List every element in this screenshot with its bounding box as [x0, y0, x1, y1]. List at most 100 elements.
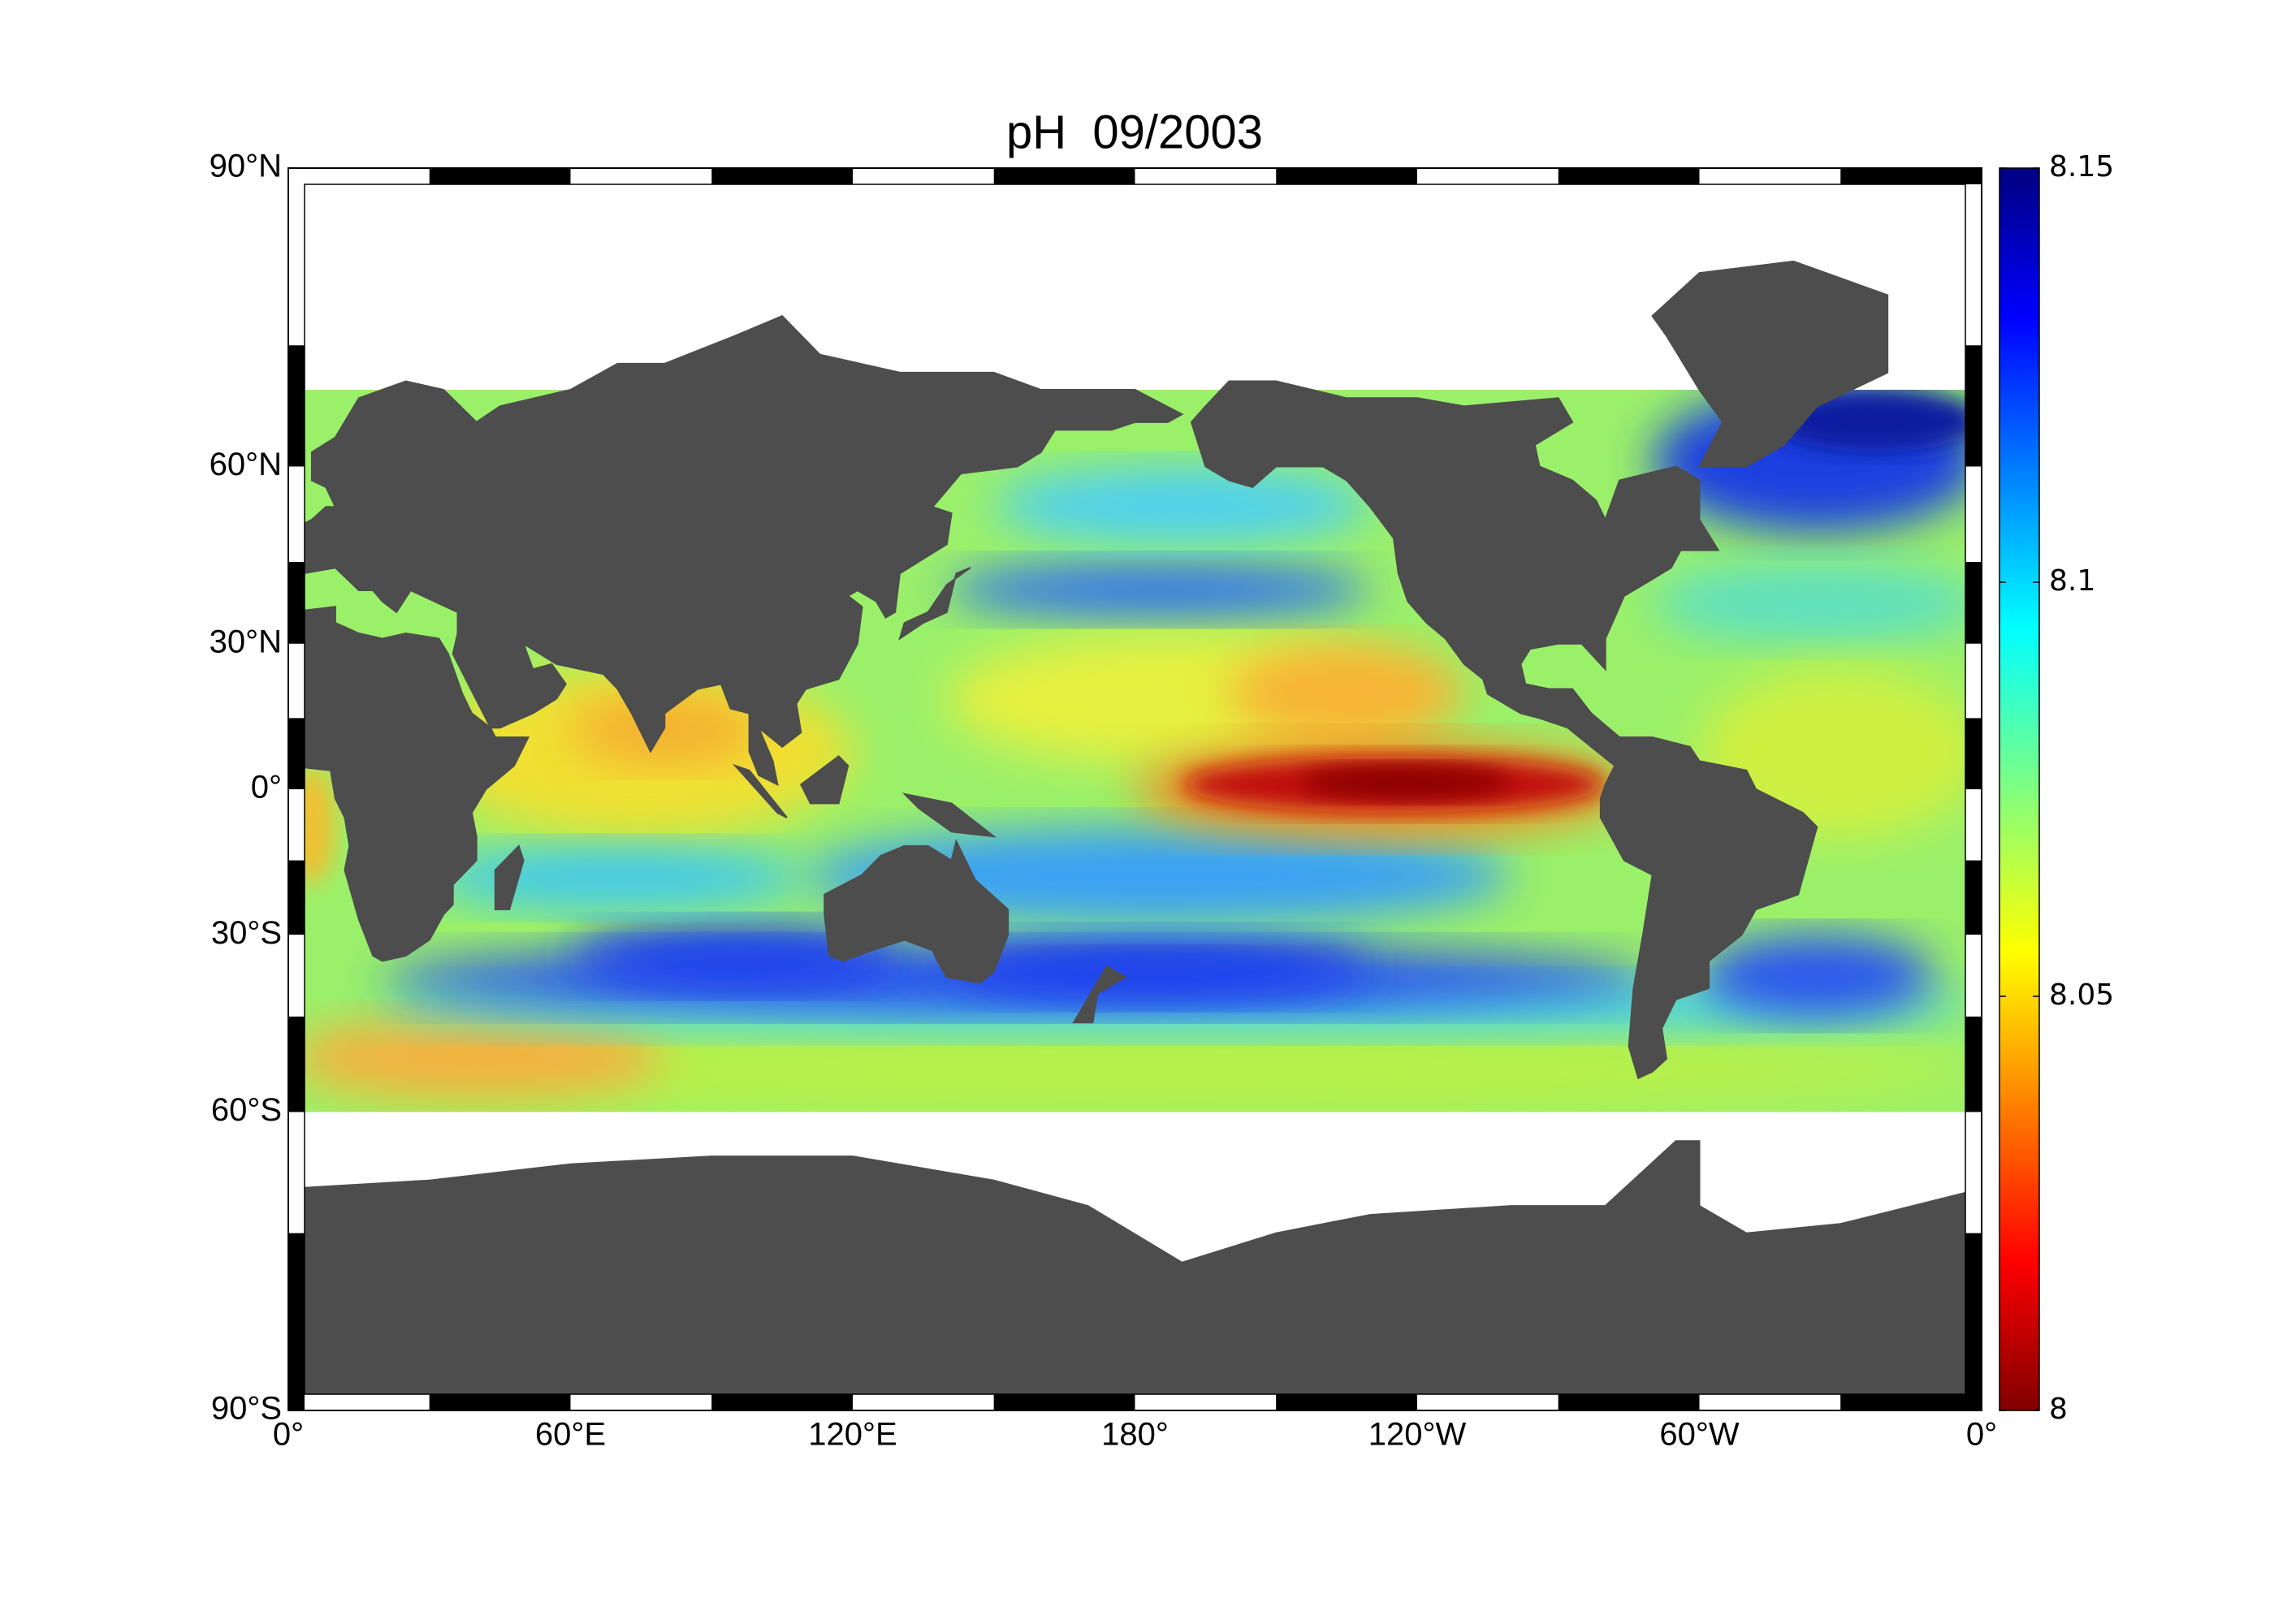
frame-band [1965, 643, 1982, 719]
frame-band [993, 168, 1135, 184]
colorbar [1999, 167, 2040, 1411]
frame-band [288, 860, 305, 935]
ocean-feature [1699, 935, 1935, 1017]
frame-band [711, 1394, 853, 1410]
frame-band [1965, 345, 1982, 467]
frame-band [429, 168, 571, 184]
land [1072, 965, 1127, 1024]
frame-band [1965, 168, 1982, 346]
land [732, 763, 788, 818]
frame-band [288, 168, 430, 184]
frame-band [1965, 789, 1982, 861]
frame-band [288, 1016, 305, 1112]
ocean-feature [288, 1028, 1982, 1112]
ocean-feature [288, 1016, 665, 1099]
lon-label: 60°E [535, 1417, 606, 1453]
frame-band [1840, 168, 1982, 184]
ocean-feature [1652, 562, 1982, 644]
colorbar-tick-label: 8.15 [2049, 150, 2114, 184]
colorbar-tick-label: 8.05 [2049, 978, 2114, 1012]
frame-band [288, 345, 305, 467]
lat-label: 30°N [210, 624, 282, 659]
land [1190, 380, 1720, 753]
land [898, 567, 971, 641]
frame-band [853, 168, 994, 184]
ocean-feature [946, 935, 1371, 1000]
land [287, 314, 1184, 787]
frame-band [288, 168, 305, 346]
frame-band [1135, 1394, 1277, 1410]
frame-band [288, 935, 305, 1017]
land [287, 606, 530, 962]
ocean-feature [993, 466, 1371, 545]
frame-band [570, 1394, 712, 1410]
frame-band [1965, 718, 1982, 789]
frame-band [711, 168, 853, 184]
frame-band [1417, 168, 1559, 184]
lon-label: 120°W [1368, 1417, 1467, 1453]
frame-band [288, 1394, 430, 1410]
ocean-feature [1699, 669, 1982, 837]
frame-band [288, 1233, 305, 1410]
frame-band [1699, 1394, 1841, 1410]
frame-band [1840, 1394, 1982, 1410]
ocean-feature [570, 924, 900, 988]
frame-band [1965, 1233, 1982, 1410]
lon-label: 180° [1101, 1417, 1169, 1453]
frame-band [288, 643, 305, 719]
land [800, 755, 850, 805]
lon-label: 60°W [1659, 1417, 1739, 1453]
frame-band [1965, 1016, 1982, 1112]
frame-band [1135, 168, 1277, 184]
land [287, 1140, 1982, 1411]
ocean-feature [1229, 643, 1464, 742]
frame-band [993, 1394, 1135, 1410]
frame-band [288, 1112, 305, 1233]
frame-band [429, 1394, 571, 1410]
frame-band [570, 168, 712, 184]
frame-band [1965, 562, 1982, 644]
lon-label: 0° [273, 1417, 304, 1453]
frame-band [288, 789, 305, 861]
ocean-feature [429, 845, 806, 909]
lat-label: 0° [251, 770, 282, 806]
land [494, 844, 525, 910]
lat-label: 90°N [210, 149, 282, 184]
frame-band [1965, 860, 1982, 935]
lon-label: 0° [1966, 1417, 1997, 1453]
frame-band [1417, 1394, 1559, 1410]
lat-label: 90°S [211, 1391, 282, 1427]
ocean-feature [946, 562, 1371, 618]
ocean-feature [1770, 390, 1982, 452]
frame-band [288, 718, 305, 789]
frame-band [1558, 168, 1700, 184]
lon-label: 120°E [808, 1417, 897, 1453]
ocean-feature [570, 693, 759, 766]
frame-band [853, 1394, 994, 1410]
ocean-feature [1299, 765, 1511, 799]
frame-band [288, 562, 305, 644]
land [1589, 736, 1818, 1080]
lat-label: 60°S [211, 1092, 282, 1128]
lat-label: 60°N [210, 447, 282, 482]
frame-band [1965, 1112, 1982, 1233]
frame-band [1965, 935, 1982, 1017]
land [1651, 260, 1889, 468]
map-title: pH 09/2003 [1006, 106, 1263, 158]
frame-border [287, 167, 1982, 1411]
colorbar-tick-label: 8.1 [2049, 564, 2095, 598]
map-area [287, 167, 1982, 1411]
land [901, 793, 997, 838]
lat-label: 30°S [211, 915, 282, 951]
frame-band [1276, 168, 1417, 184]
land [824, 839, 1009, 984]
frame-band [1965, 466, 1982, 563]
colorbar-tick-label: 8 [2049, 1393, 2068, 1426]
frame-band [1558, 1394, 1700, 1410]
frame-band [1276, 1394, 1417, 1410]
frame-band [1699, 168, 1841, 184]
frame-band [288, 466, 305, 563]
frame-border [304, 184, 1966, 1395]
